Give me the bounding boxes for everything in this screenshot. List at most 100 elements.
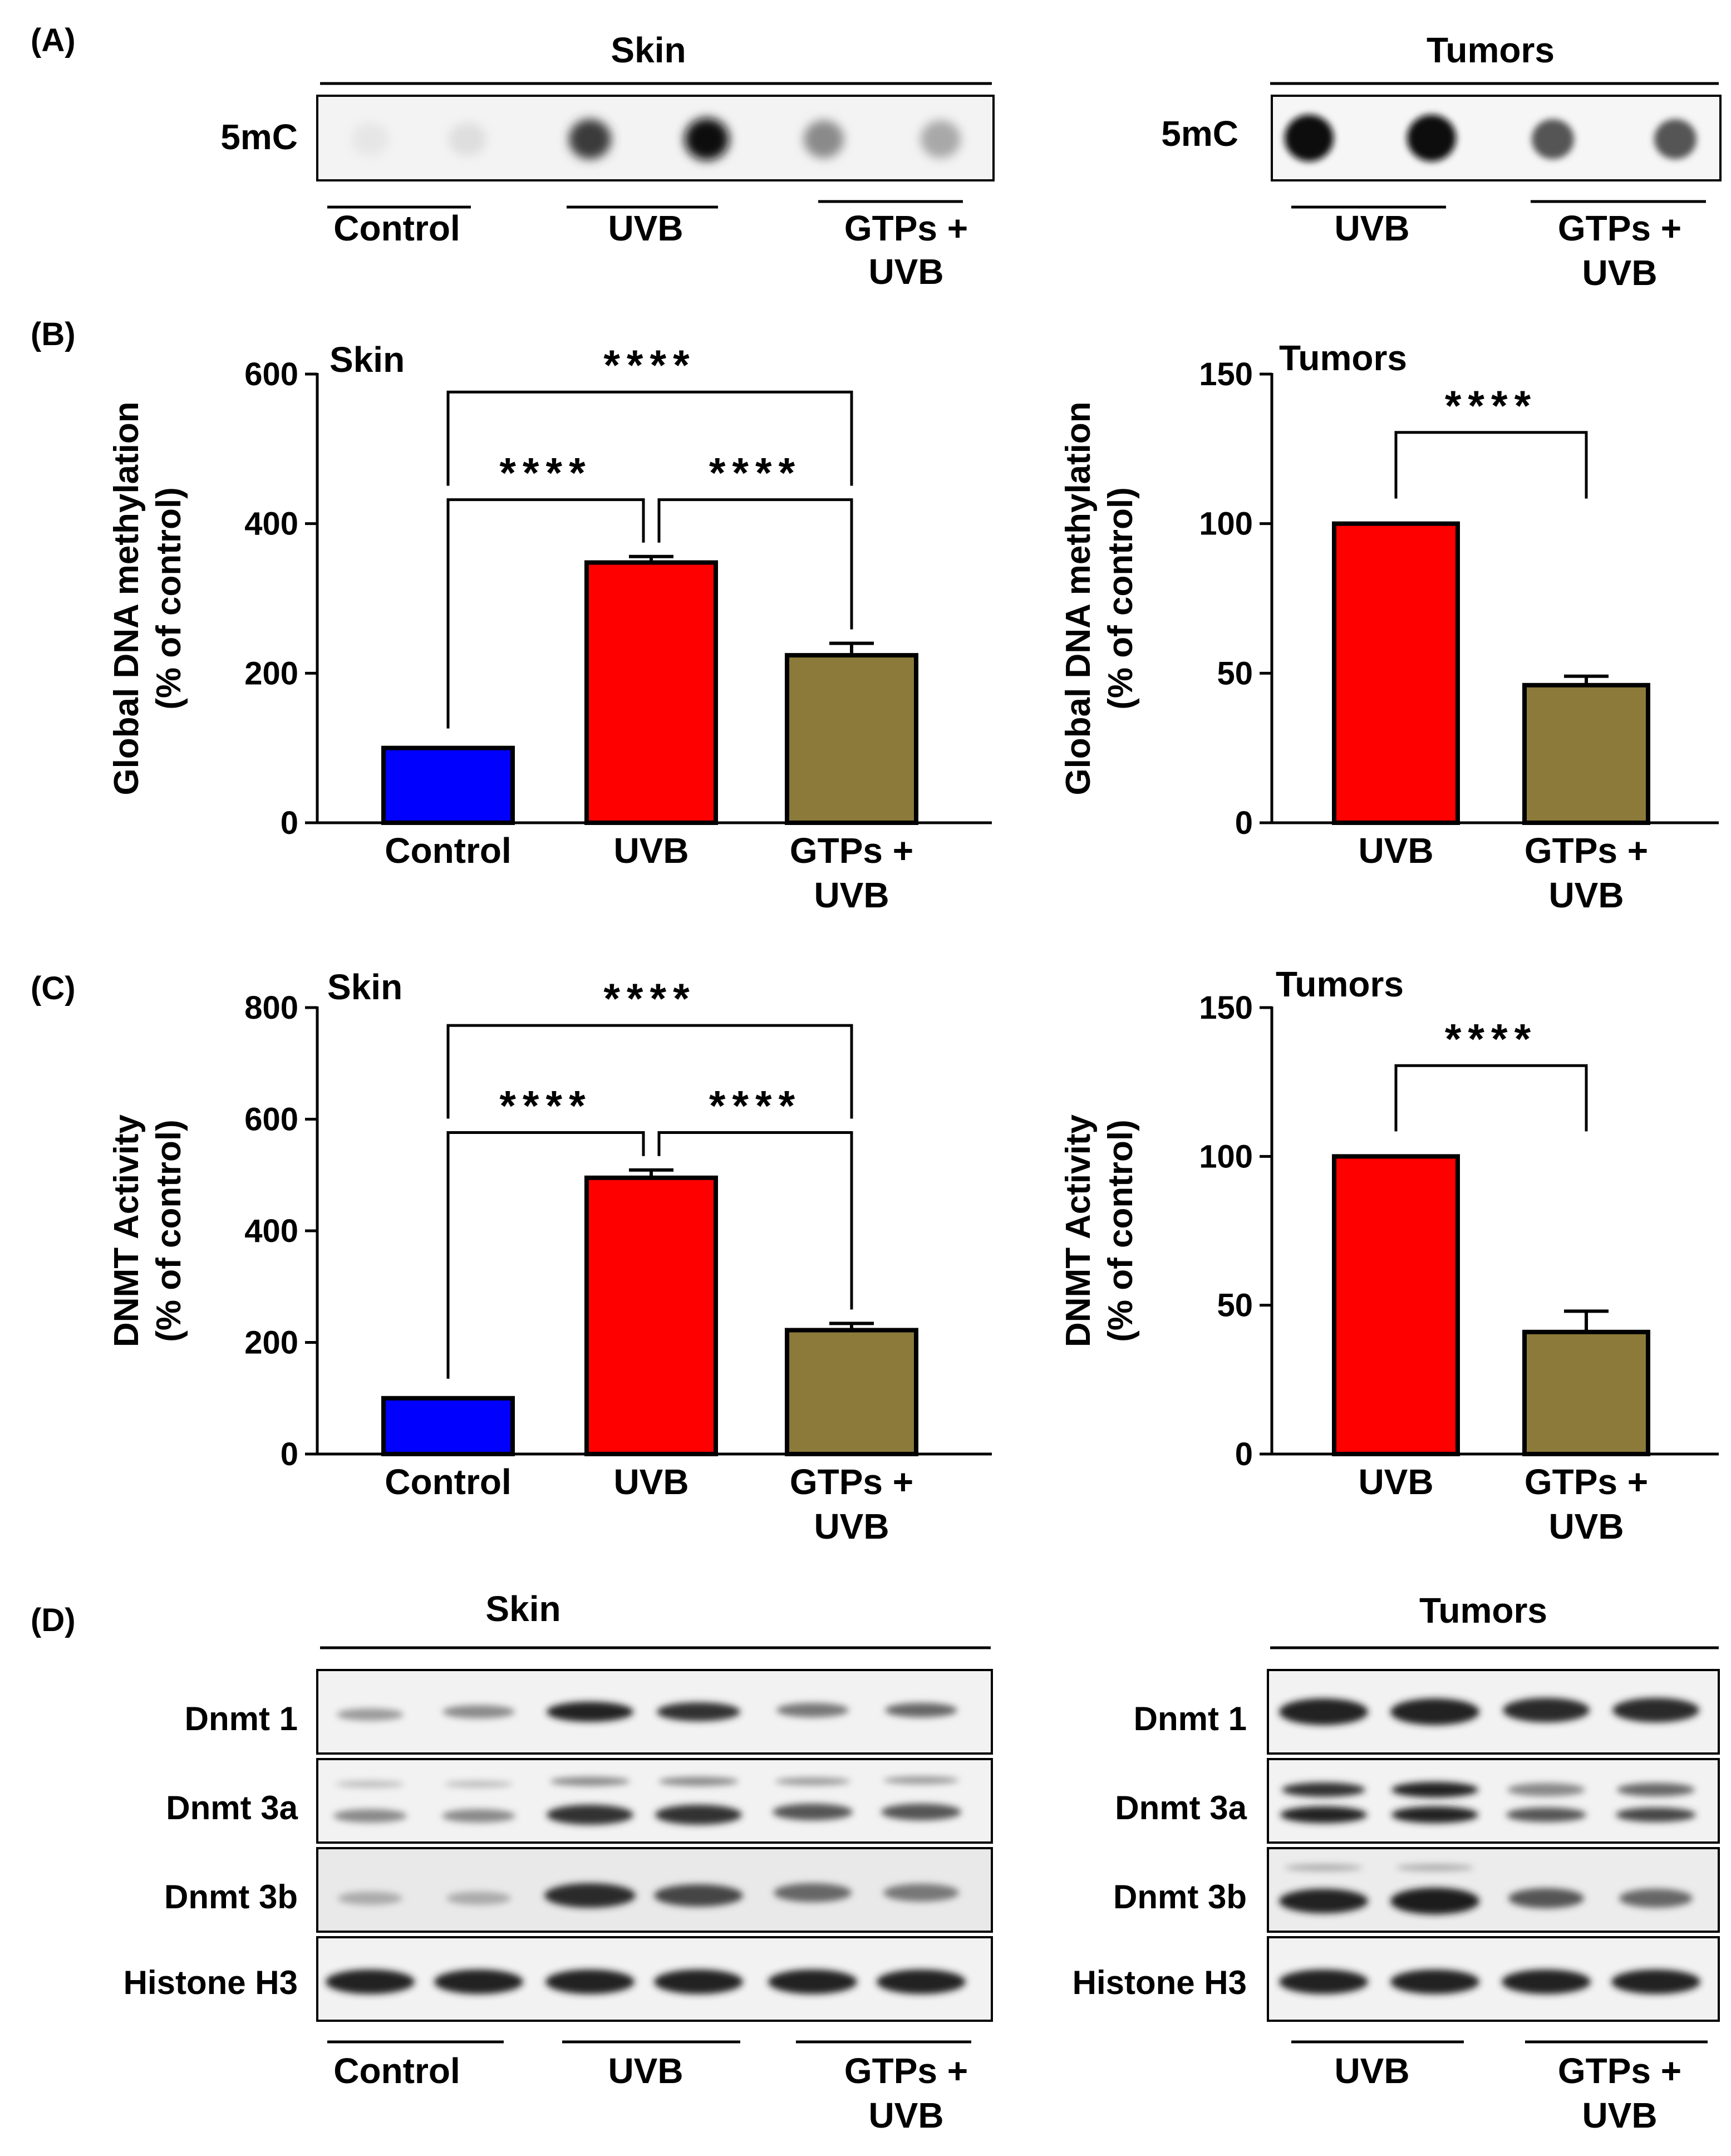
c-skin-xtick-label: GTPs + [790, 1462, 913, 1502]
b-skin-ytick-label: 200 [244, 655, 298, 691]
b-tumors-xtick-label: GTPs + [1525, 831, 1648, 871]
c-tumors-title: Tumors [1276, 964, 1404, 1004]
d-skin-group-control: Control [333, 2051, 460, 2091]
c-tumors-xtick-label: UVB [1548, 1506, 1624, 1546]
b-tumors-bracket-a-b [1394, 431, 1588, 499]
a-tumors-group-gtps: GTPs + [1558, 208, 1681, 248]
b-skin-bar [785, 653, 918, 826]
a-skin-blot [316, 95, 995, 181]
b-skin-bracket-a-c [446, 390, 853, 486]
a-skin-group-gtps-uvb: UVB [868, 252, 943, 292]
c-skin-bracket-a-b [446, 1131, 645, 1379]
panel-label-a: (A) [31, 22, 76, 58]
b-skin-bracket-a-b [446, 498, 645, 729]
c-skin-xtick-label: UVB [613, 1462, 689, 1502]
b-skin-star-a-b: **** [499, 450, 592, 497]
b-skin-xtick-label: UVB [613, 831, 689, 871]
a-tumors-group-uvb: UVB [1334, 208, 1409, 248]
c-skin-title: Skin [327, 967, 402, 1007]
b-tumors-xtick-label: UVB [1358, 831, 1433, 871]
a-tumors-title: Tumors [1427, 30, 1555, 70]
d-skin-blot-dnmt1 [316, 1669, 993, 1755]
b-skin-bar [584, 560, 718, 826]
b-tumors-ylabel2: (% of control) [1101, 487, 1140, 710]
b-skin-xtick-label: Control [385, 831, 512, 871]
b-tumors-star-a-b: **** [1445, 382, 1537, 430]
chart-b-tumors: 0 50 100 150 Global DNA methylation (% of con… [1059, 338, 1719, 915]
b-skin-ytick-label: 600 [244, 356, 298, 392]
c-tumors-ytick-label: 100 [1199, 1138, 1253, 1175]
b-skin-xtick-label: GTPs + [790, 831, 913, 871]
c-skin-ylabel: DNMT Activity [107, 1114, 146, 1347]
b-skin-ylabel: Global DNA methylation [107, 401, 146, 795]
a-tumors-group-gtps-uvb: UVB [1582, 253, 1657, 293]
chart-b-skin: 0 200 400 600 Global DNA methylation (% of co… [107, 340, 992, 915]
c-skin-star-a-c: **** [603, 975, 696, 1023]
d-skin-row-dnmt3b: Dnmt 3b [164, 1878, 298, 1916]
c-skin-ylabel2: (% of control) [150, 1119, 188, 1342]
b-tumors-ytick-label: 0 [1235, 805, 1253, 841]
a-tumors-blot [1271, 95, 1722, 181]
d-skin-blot-dnmt3b [316, 1847, 993, 1933]
d-tumors-blot-dnmt1 [1267, 1669, 1720, 1755]
b-skin-star-b-c: **** [709, 450, 801, 497]
b-skin-ytick-label: 400 [244, 506, 298, 542]
a-skin-row-label: 5mC [220, 117, 298, 157]
a-skin-dots [351, 118, 961, 160]
c-skin-bar [584, 1175, 718, 1456]
d-skin-row-dnmt1: Dnmt 1 [185, 1700, 298, 1737]
b-skin-title: Skin [330, 340, 405, 380]
b-skin-bracket-b-c [657, 498, 853, 630]
a-tumors-dots [1285, 115, 1696, 161]
b-skin-ylabel2: (% of control) [150, 487, 188, 710]
d-skin-blot-dnmt3a [316, 1758, 993, 1844]
b-skin-star-a-c: **** [603, 342, 696, 389]
chart-c-tumors: 0 50 100 150 DNMT Activity (% of control) Tumo… [1059, 964, 1719, 1546]
d-skin-row-histone: Histone H3 [124, 1964, 298, 2001]
d-tumors-row-dnmt3a: Dnmt 3a [1115, 1789, 1247, 1826]
c-skin-ytick-label: 600 [244, 1102, 298, 1138]
d-skin-row-dnmt3a: Dnmt 3a [166, 1789, 298, 1826]
b-skin-bar [381, 745, 515, 825]
chart-c-skin: 0 200 400 600 800 DNMT Activity (% of control)… [107, 967, 992, 1546]
d-skin-blot-histone [316, 1936, 993, 2022]
b-tumors-bar [1522, 682, 1650, 825]
c-tumors-ytick-label: 150 [1199, 990, 1253, 1026]
d-tumors-blot-dnmt3a [1267, 1758, 1720, 1844]
d-skin-title: Skin [485, 1589, 560, 1629]
c-skin-bracket-a-c [446, 1024, 853, 1119]
c-tumors-ylabel: DNMT Activity [1059, 1114, 1098, 1347]
c-tumors-ytick-label: 0 [1235, 1436, 1253, 1472]
d-tumors-blot-dnmt3b [1267, 1847, 1720, 1933]
c-skin-bracket-b-c [657, 1131, 853, 1310]
d-skin-group-gtps-uvb: UVB [868, 2095, 943, 2135]
b-tumors-title: Tumors [1279, 338, 1407, 378]
c-skin-bar [381, 1396, 515, 1456]
panel-label-c: (C) [31, 970, 76, 1006]
c-tumors-ytick-label: 50 [1217, 1288, 1253, 1324]
d-skin-group-gtps: GTPs + [844, 2051, 968, 2091]
a-skin-group-uvb: UVB [608, 208, 683, 248]
b-tumors-ytick-label: 150 [1199, 356, 1253, 392]
a-skin-group-control: Control [333, 208, 460, 248]
c-skin-star-b-c: **** [709, 1083, 801, 1130]
d-skin-group-uvb: UVB [608, 2051, 683, 2091]
c-tumors-bar [1332, 1154, 1460, 1456]
c-skin-ytick-label: 200 [244, 1325, 298, 1361]
b-tumors-ytick-label: 50 [1217, 655, 1253, 691]
c-skin-ytick-label: 800 [244, 990, 298, 1026]
c-tumors-ylabel2: (% of control) [1101, 1119, 1140, 1342]
b-skin-ytick-label: 0 [281, 805, 298, 841]
c-skin-ytick-label: 0 [281, 1436, 298, 1472]
b-tumors-bar [1332, 521, 1460, 825]
d-tumors-group-gtps: GTPs + [1558, 2051, 1681, 2091]
c-skin-star-a-b: **** [499, 1083, 592, 1130]
c-tumors-xtick-label: GTPs + [1525, 1462, 1648, 1502]
a-tumors-row-label: 5mC [1161, 114, 1238, 154]
c-tumors-star-a-b: **** [1445, 1015, 1537, 1063]
c-tumors-bar [1522, 1329, 1650, 1456]
panel-label-b: (B) [31, 316, 76, 352]
c-skin-xtick-label: UVB [814, 1506, 889, 1546]
d-tumors-row-dnmt3b: Dnmt 3b [1113, 1878, 1247, 1916]
